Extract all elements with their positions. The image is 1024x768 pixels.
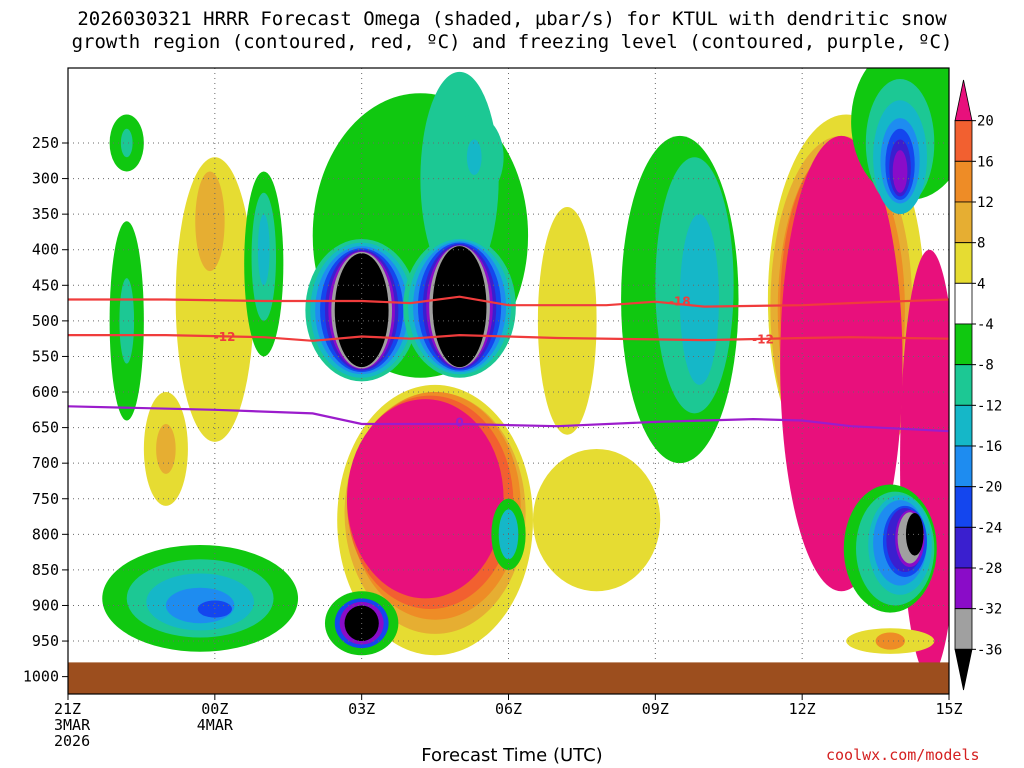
x-tick-label: 12Z [789,700,816,718]
plot-area: -18 -12 -12 0 [68,68,949,694]
colorbar-label: -32 [977,602,1002,618]
colorbar-label: 16 [977,154,994,170]
colorbar-label: 4 [977,276,985,292]
y-tick-label: 1000 [23,668,59,686]
colorbar-bin [954,364,973,406]
colorbar-label: -8 [977,358,994,374]
ground-surface [68,662,949,694]
gridlines [68,68,949,694]
x-tick-label: 4MAR [197,716,234,734]
colorbar-bin [954,323,973,366]
y-tick-label: 650 [32,419,59,437]
omega-region [119,278,135,364]
x-tick-label: 3MAR [54,716,91,734]
x-tick-label: 09Z [642,700,669,718]
credit-text: coolwx.com/models [826,746,980,764]
colorbar-label: -24 [977,520,1002,536]
x-tick-label: 00Z [201,700,228,718]
contour-line [68,333,949,342]
colorbar-label: -28 [977,561,1002,577]
y-tick-label: 500 [32,312,59,330]
y-tick-label: 300 [32,170,59,188]
colorbar-label: -36 [977,642,1002,658]
omega-region [120,128,133,158]
colorbar-bin [954,526,973,569]
y-tick-label: 250 [32,134,59,152]
colorbar-bin [954,608,973,650]
x-tick-label: 21Z [54,700,81,718]
omega-region [892,150,908,193]
y-tick-label: 600 [32,383,59,401]
colorbar: 20 16 12 8 4 -4 -8 -12 -16 -20 -24 -28 -32 -36 [954,79,1002,691]
colorbar-bin [954,282,973,325]
colorbar-label: -4 [977,317,994,333]
contour-lines: -18 -12 -12 0 [68,295,949,433]
colorbar-bin [954,242,973,284]
y-tick-label: 900 [32,596,59,614]
colorbar-bin [954,160,973,203]
omega-region [346,399,504,599]
x-axis-label: Forecast Time (UTC) [421,745,603,766]
y-tick-label: 400 [32,241,59,259]
y-tick-label: 450 [32,276,59,294]
y-tick-label: 550 [32,347,59,365]
colorbar-bin [954,648,973,691]
y-tick-label: 700 [32,454,59,472]
contour-label: -18 [669,295,691,309]
contour-label: 0 [455,416,463,430]
x-tick-label: 03Z [348,700,375,718]
y-tick-label: 800 [32,525,59,543]
x-tick-label: 06Z [495,700,522,718]
colorbar-bin [954,567,973,610]
y-tick-label: 950 [32,632,59,650]
contour-label: -12 [752,332,774,346]
colorbar-bin [954,79,973,122]
y-tick-label: 750 [32,490,59,508]
colorbar-label: -12 [977,398,1002,414]
omega-region [679,214,719,385]
omega-region [532,448,661,592]
colorbar-bin [954,486,973,528]
colorbar-label: 20 [977,114,994,130]
contour-line [68,405,949,433]
omega-region [466,139,482,176]
omega-region [537,207,597,435]
colorbar-label: 8 [977,236,985,252]
omega-region [432,246,487,368]
y-axis: 250 300 350 400 450 500 550 600 650 700 750 800 850 9… [23,134,68,686]
x-tick-label: 2026 [54,732,90,750]
omega-field [102,68,949,677]
omega-region [780,135,903,592]
colorbar-bin [954,120,973,162]
omega-region [875,632,905,650]
y-tick-label: 850 [32,561,59,579]
colorbar-label: -20 [977,480,1002,496]
colorbar-bin [954,404,973,447]
omega-region [156,424,176,474]
contour-label: -12 [214,330,236,344]
omega-region [334,253,389,368]
contour-line [68,295,949,308]
colorbar-bin [954,445,973,488]
omega-region [197,600,232,618]
y-tick-label: 350 [32,205,59,223]
colorbar-label: -16 [977,439,1002,455]
omega-region [195,171,225,272]
colorbar-label: 12 [977,195,994,211]
colorbar-bin [954,201,973,244]
chart-title: 2026030321 HRRR Forecast Omega (shaded, … [71,8,953,53]
x-tick-label: 15Z [935,700,962,718]
omega-region [905,512,924,556]
